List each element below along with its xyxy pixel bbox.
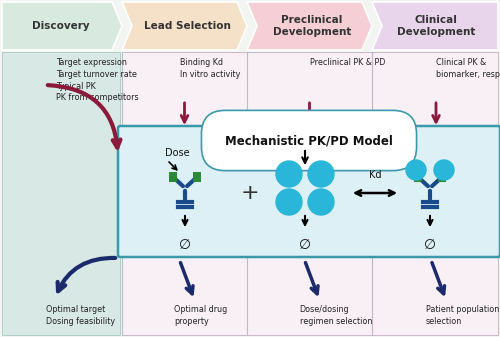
Text: Preclinical PK & PD: Preclinical PK & PD	[310, 58, 385, 67]
Bar	[193, 172, 201, 182]
FancyArrowPatch shape	[48, 85, 120, 148]
Text: Mechanistic PK/PD Model: Mechanistic PK/PD Model	[225, 134, 393, 147]
Text: Optimal target
Dosing feasibility: Optimal target Dosing feasibility	[46, 305, 115, 326]
Text: Clinical
Development: Clinical Development	[397, 15, 475, 37]
Bar	[122, 52, 498, 335]
Polygon shape	[372, 2, 498, 50]
FancyArrowPatch shape	[58, 258, 115, 291]
Text: +: +	[240, 183, 260, 203]
Text: Clinical PK &
biomarker, response: Clinical PK & biomarker, response	[436, 58, 500, 79]
Text: Binding Kd
In vitro activity: Binding Kd In vitro activity	[180, 58, 240, 79]
Text: Optimal drug
property: Optimal drug property	[174, 305, 228, 326]
Bar	[414, 172, 422, 182]
Circle shape	[406, 160, 426, 180]
Circle shape	[308, 161, 334, 187]
Text: ∅: ∅	[424, 238, 436, 252]
Text: ∅: ∅	[179, 238, 191, 252]
Text: Dose/dosing
regimen selection: Dose/dosing regimen selection	[300, 305, 372, 326]
Text: Discovery: Discovery	[32, 21, 90, 31]
Bar	[2, 52, 120, 335]
Text: ∅: ∅	[299, 238, 311, 252]
Text: Kd: Kd	[369, 170, 382, 180]
Text: Lead Selection: Lead Selection	[144, 21, 231, 31]
Circle shape	[276, 161, 302, 187]
Polygon shape	[247, 2, 372, 50]
Circle shape	[276, 189, 302, 215]
Text: Patient population
selection: Patient population selection	[426, 305, 499, 326]
Bar	[438, 172, 446, 182]
FancyBboxPatch shape	[118, 126, 500, 257]
Circle shape	[308, 189, 334, 215]
Polygon shape	[2, 2, 122, 50]
Text: Target expression
Target turnover rate
Typical PK
PK from competitors: Target expression Target turnover rate T…	[56, 58, 138, 102]
Circle shape	[434, 160, 454, 180]
Bar	[169, 172, 177, 182]
Text: Preclinical
Development: Preclinical Development	[273, 15, 351, 37]
Text: Dose: Dose	[165, 148, 190, 158]
Polygon shape	[122, 2, 247, 50]
